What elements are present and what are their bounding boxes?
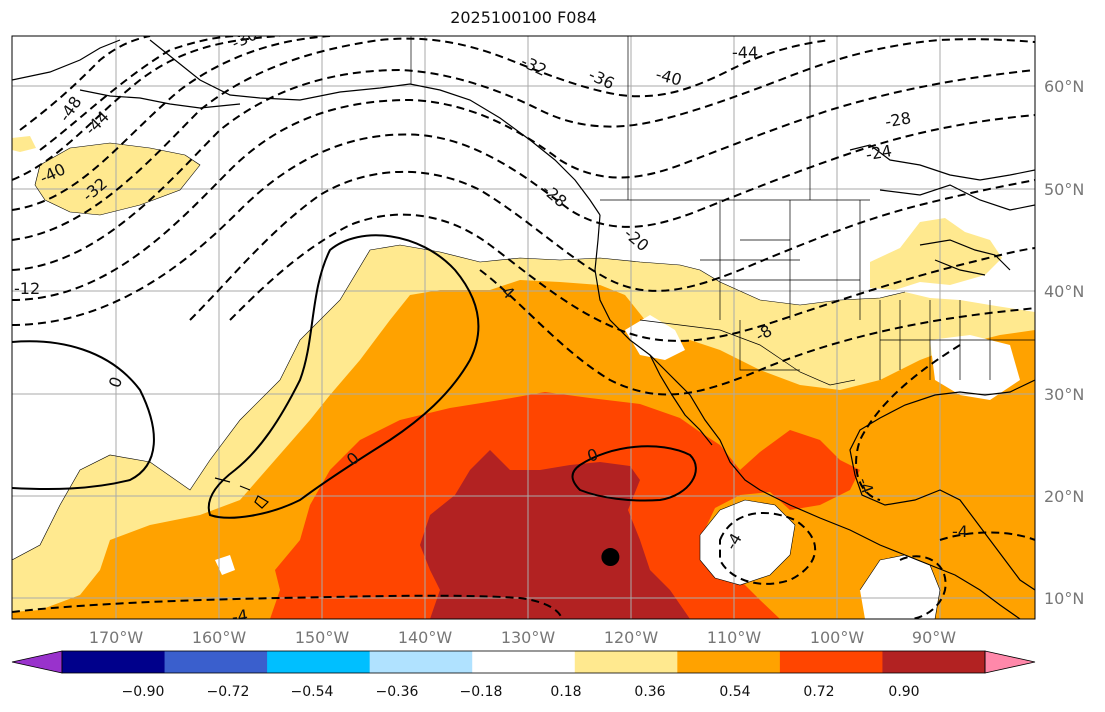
coast-canada-north [849, 144, 1035, 181]
shade-18-36-arctic [35, 143, 200, 215]
political-borders [410, 36, 1035, 386]
lon-label: 110°W [707, 628, 762, 647]
map-title: 2025100100 F084 [450, 8, 597, 27]
shade-72-90-main [420, 450, 690, 619]
colorbar-extend-max [984, 650, 1036, 674]
colorbar-segment [164, 651, 268, 673]
contour-label: -24 [864, 141, 893, 164]
coast-hudson [879, 184, 1035, 211]
contour-label: -4 [854, 475, 877, 496]
lat-label: 40°N [1044, 282, 1084, 301]
coast-siberia [12, 39, 121, 81]
lat-label: 30°N [1044, 385, 1084, 404]
lon-label: 120°W [604, 628, 659, 647]
colorbar-segment [62, 651, 166, 673]
colorbar-tick-label: −0.18 [460, 684, 503, 700]
lon-label: 140°W [398, 628, 453, 647]
colorbar-tick-label: 0.72 [803, 684, 834, 700]
colorbar-tick-label: −0.72 [207, 684, 250, 700]
colorbar-tick-label: −0.36 [376, 684, 419, 700]
colorbar-tick-label: −0.54 [291, 684, 334, 700]
map-border [11, 35, 1036, 620]
colorbar-tick-label: −0.90 [122, 684, 165, 700]
colorbar-tick-label: 0.36 [634, 684, 665, 700]
shade-18-36-blob2 [12, 136, 36, 152]
lon-label: 130°W [501, 628, 556, 647]
anomaly-shading [12, 136, 1035, 619]
shade-hole-baja [625, 315, 685, 360]
shade-hole-central-america [860, 555, 940, 619]
longitude-labels: 170°W 160°W 150°W 140°W 130°W 120°W 110°… [89, 628, 956, 647]
shade-18-36-nevada [670, 268, 698, 320]
contour-label: -4 [231, 606, 249, 627]
colorbar-segment [779, 651, 883, 673]
contour-label: -12 [14, 279, 40, 298]
contour-label: -44 [732, 43, 758, 62]
coast-baja [649, 354, 713, 446]
lon-label: 90°W [912, 628, 956, 647]
lon-label: 170°W [89, 628, 144, 647]
shade-hole-southeast [930, 335, 1020, 400]
colorbar-segment [267, 651, 371, 673]
colorbar-tick-label: 0.90 [888, 684, 919, 700]
colorbar-segment [472, 651, 576, 673]
coast-aleutians [79, 89, 241, 109]
lon-label: 160°W [192, 628, 247, 647]
colorbar-segment [574, 651, 678, 673]
shade-hole-mexico [700, 500, 795, 585]
lat-label: 20°N [1044, 487, 1084, 506]
lon-label: 150°W [295, 628, 350, 647]
map-panel: -30 -32 -36 -40 -44 -48 -44 -40 -32 -28 … [12, 36, 1035, 627]
contour-lines [12, 36, 1035, 619]
coast-gulf [849, 379, 1035, 591]
coast-greatlakes [919, 239, 1011, 276]
colorbar-segment [882, 651, 986, 673]
lat-label: 60°N [1044, 77, 1084, 96]
latitude-labels: 60°N 50°N 40°N 30°N 20°N 10°N [1044, 77, 1084, 608]
colorbar [11, 650, 1036, 674]
lon-label: 100°W [810, 628, 865, 647]
colorbar-outline [61, 650, 986, 674]
shade-hole-smallisland [215, 555, 235, 575]
lat-label: 50°N [1044, 180, 1084, 199]
colorbar-tick-label: 0.18 [550, 684, 581, 700]
contour-label: -28 [883, 108, 912, 131]
contour-label: -4 [952, 522, 968, 541]
colorbar-tick-label: 0.54 [719, 684, 750, 700]
location-marker [601, 548, 620, 567]
colorbar-extend-min [11, 650, 63, 674]
colorbar-segment [369, 651, 473, 673]
coast-westcoast [594, 214, 1021, 619]
colorbar-ticks: −0.90 −0.72 −0.54 −0.36 −0.18 0.18 0.36 … [122, 684, 920, 700]
coastlines [12, 39, 1035, 619]
coast-alaska [149, 39, 601, 216]
colorbar-segment [677, 651, 781, 673]
lat-label: 10°N [1044, 589, 1084, 608]
